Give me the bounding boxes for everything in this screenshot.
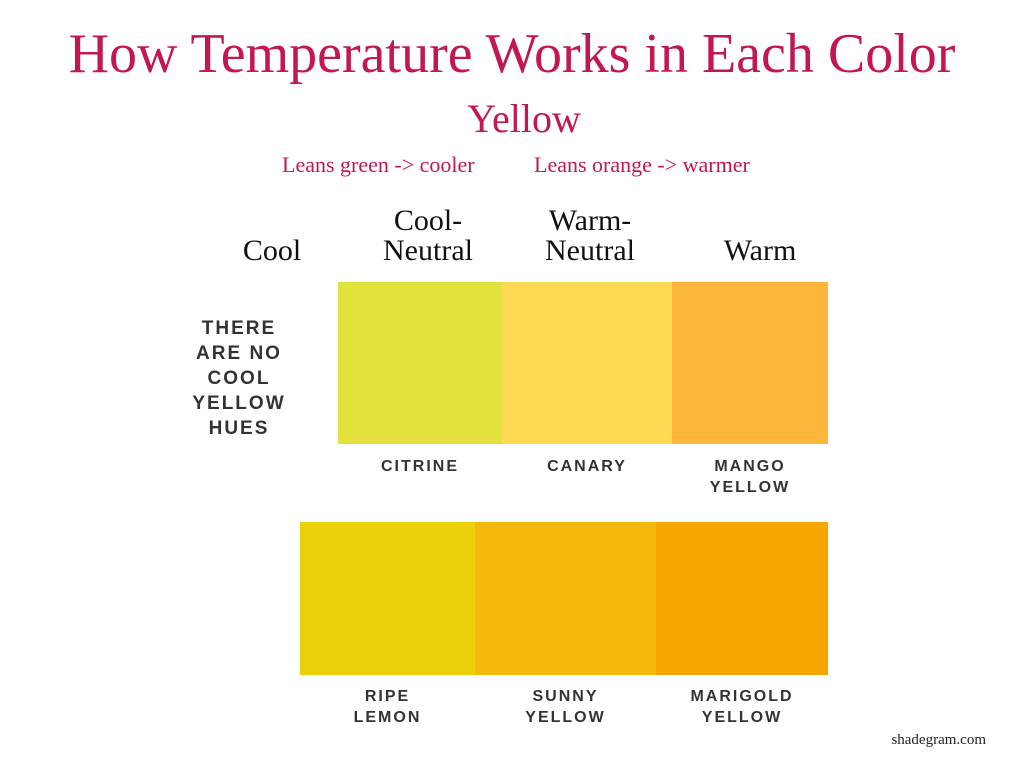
column-heading-cool-neutral: Cool- Neutral — [383, 204, 473, 267]
label-marigold-yellow: MARIGOLD YELLOW — [690, 688, 794, 726]
label-sunny-yellow: SUNNY YELLOW — [525, 688, 606, 726]
site-credit: shadegram.com — [891, 732, 986, 748]
label-mango-yellow: MANGO YELLOW — [709, 458, 791, 496]
column-heading-cool: Cool — [242, 234, 302, 267]
lean-warm-caption: Leans orange -> warmer — [534, 152, 750, 177]
page-subtitle: Yellow — [467, 96, 581, 141]
lean-cool-caption: Leans green -> cooler — [282, 152, 475, 177]
swatch-marigold-yellow — [656, 522, 828, 675]
swatch-row-1 — [338, 282, 828, 444]
swatch-row-2 — [300, 522, 828, 675]
label-citrine: CITRINE — [381, 458, 459, 475]
label-ripe-lemon: RIPE LEMON — [353, 688, 422, 726]
no-cool-yellow-note: THERE ARE NO COOL YELLOW HUES — [192, 318, 286, 439]
swatch-canary — [502, 282, 672, 444]
page-title: How Temperature Works in Each Color — [68, 23, 956, 85]
label-canary: CANARY — [547, 458, 627, 475]
column-heading-warm-neutral: Warm- Neutral — [545, 204, 635, 267]
swatch-citrine — [338, 282, 502, 444]
swatch-mango-yellow — [672, 282, 828, 444]
swatch-sunny-yellow — [475, 522, 656, 675]
swatch-ripe-lemon — [300, 522, 475, 675]
column-heading-warm: Warm — [723, 234, 797, 267]
